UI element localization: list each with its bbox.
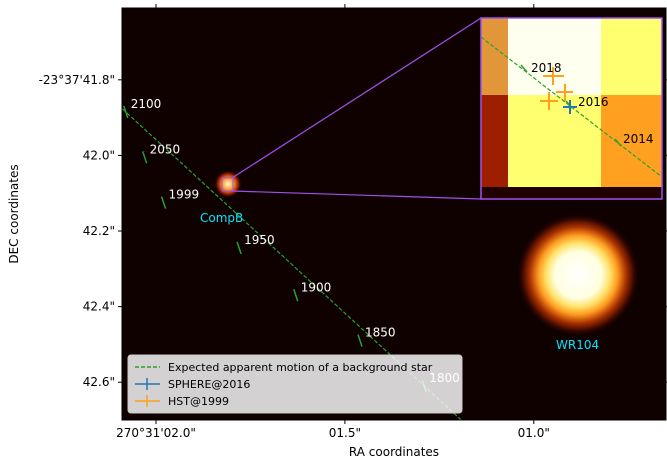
track-epoch-label: 1999: [169, 188, 200, 202]
inset-pixel: [481, 187, 662, 199]
inset-track-tick: [520, 64, 528, 73]
hst-measurement-marks: [540, 67, 573, 110]
x-tick-label: 270°31'02.0": [116, 426, 196, 440]
legend-label: Expected apparent motion of a background…: [168, 361, 433, 374]
track-epoch-tick: [357, 334, 363, 347]
track-epoch-tick: [123, 105, 129, 119]
inset-border: [480, 17, 663, 200]
inset-panel: 2018 2016 2014: [480, 17, 663, 200]
track-epoch-label: 1950: [244, 233, 275, 247]
y-axis: -23°37'41.8" 42.0" 42.2" 42.4" 42.6": [39, 73, 667, 389]
zoom-connector-bottom: [231, 190, 482, 200]
track-epoch-label: 1850: [365, 326, 396, 340]
source-label-wr104: WR104: [556, 338, 599, 352]
inset-track-tick: [614, 138, 622, 147]
x-axis-label: RA coordinates: [349, 445, 439, 459]
inset-epoch-label: 2018: [531, 61, 562, 75]
y-tick-label: 42.2": [83, 224, 115, 238]
track-epoch-label: 2050: [150, 142, 181, 156]
track-epoch-tick: [141, 151, 148, 164]
legend-label: HST@1999: [168, 395, 229, 408]
x-axis: 270°31'02.0" 01.5" 01.0": [116, 4, 550, 440]
zoom-source-box: [221, 177, 234, 192]
legend-box: [127, 354, 463, 414]
inset-pixel: [508, 18, 601, 95]
inset-epoch-label: 2014: [623, 132, 654, 146]
y-axis-label: DEC coordinates: [7, 164, 21, 263]
x-tick-label: 01.0": [518, 426, 550, 440]
track-epoch-label: 1900: [301, 280, 332, 294]
inset-epoch-label: 2016: [578, 95, 609, 109]
y-tick-label: 42.6": [83, 375, 115, 389]
legend-label: SPHERE@2016: [168, 378, 250, 391]
axes-frame: [121, 7, 667, 421]
inset-pixel: [481, 95, 508, 187]
inset-pixel-shade: [481, 18, 508, 95]
wr104-glow: [516, 213, 640, 337]
y-tick-label: 42.0": [83, 148, 115, 162]
inset-pixel: [601, 95, 662, 187]
legend: Expected apparent motion of a background…: [127, 354, 463, 414]
zoom-connector-top: [231, 17, 482, 179]
source-label-compb: CompB: [200, 211, 243, 225]
track-epoch-tick: [236, 241, 242, 255]
track-epoch-tick: [160, 196, 167, 209]
y-tick-label: 42.4": [83, 300, 115, 314]
sphere-measurement-marks: [563, 100, 577, 114]
inset-pixel: [508, 95, 601, 187]
track-epoch-tick: [293, 289, 299, 302]
x-tick-label: 01.5": [329, 426, 361, 440]
y-tick-label: -23°37'41.8": [39, 73, 115, 87]
inset-pixel: [601, 18, 662, 95]
track-labels: 2100205019991950190018501800: [131, 97, 460, 385]
track-epoch-label: 2100: [131, 97, 162, 111]
